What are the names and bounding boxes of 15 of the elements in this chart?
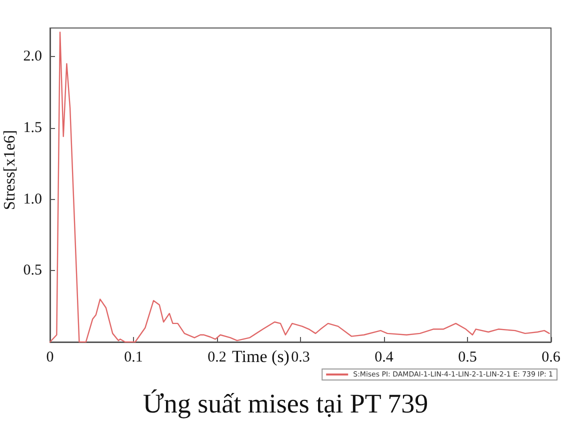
x-tick-label: 0.2: [208, 350, 226, 366]
y-tick-label: 1.0: [23, 191, 42, 208]
x-tick-label: 0.6: [542, 350, 561, 366]
x-tick-label: 0.1: [124, 350, 143, 366]
line-series: [49, 32, 550, 343]
y-tick-label: 0.5: [23, 262, 42, 279]
y-axis-title: Stress[x1e6]: [2, 130, 18, 210]
y-tick-label: 1.5: [23, 120, 42, 136]
x-tick-label: 0.3: [291, 350, 310, 366]
x-axis-title: Time (s): [232, 347, 290, 366]
x-tick-label: 0: [46, 350, 54, 366]
x-tick-label: 0.5: [458, 350, 477, 366]
text: Ứng suất mises tại PT 739: [142, 388, 428, 418]
y-tick-label: 2.0: [23, 48, 42, 65]
x-tick-label: 0.4: [374, 350, 394, 366]
